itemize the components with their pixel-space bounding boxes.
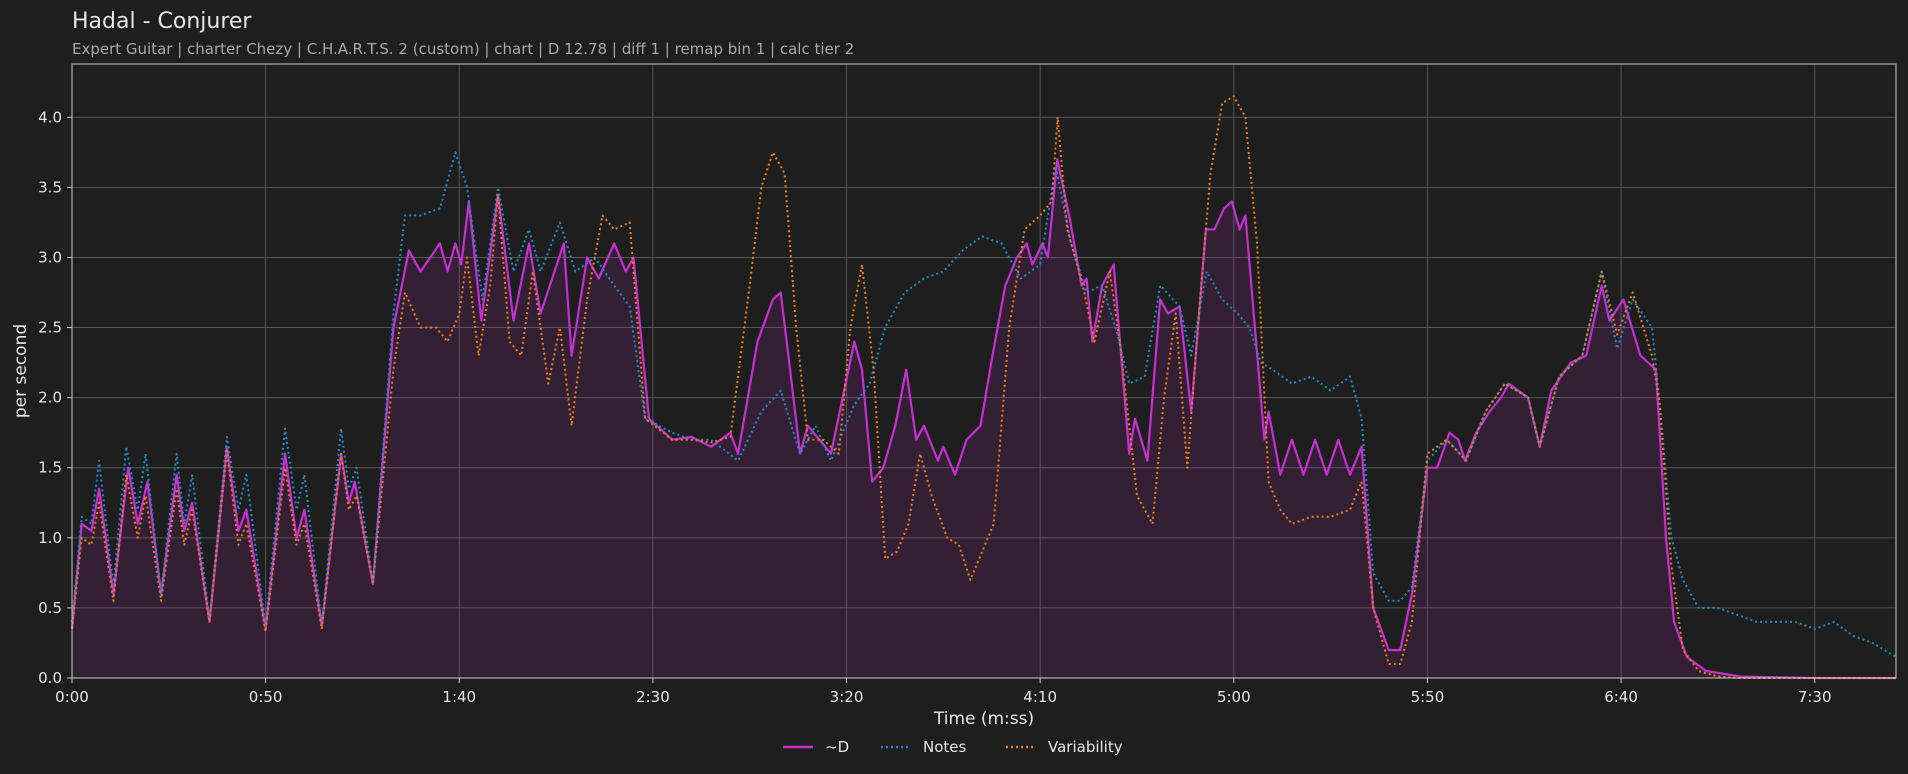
x-tick-label: 4:10 [1023, 688, 1057, 706]
y-axis-label: per second [11, 324, 31, 418]
y-tick-label: 2.5 [38, 319, 62, 337]
area [72, 159, 1896, 679]
chart-subtitle: Expert Guitar | charter Chezy | C.H.A.R.… [72, 40, 854, 58]
y-tick-label: 1.0 [38, 529, 62, 547]
legend: ~D Notes Variability [783, 738, 1123, 756]
x-tick-label: 1:40 [442, 688, 476, 706]
plot-frame [71, 63, 1897, 679]
x-tick-label: 6:40 [1604, 688, 1638, 706]
x-tick-label: 5:00 [1217, 688, 1251, 706]
x-tick-label: 5:50 [1411, 688, 1445, 706]
y-tick-label: 0.0 [38, 669, 62, 687]
legend-label: Variability [1048, 738, 1123, 756]
y-tick-label: 0.5 [38, 599, 62, 617]
y-tick-label: 2.0 [38, 389, 62, 407]
x-tick-label: 0:00 [55, 688, 89, 706]
y-tick-label: 3.0 [38, 248, 62, 266]
x-tick-label: 2:30 [636, 688, 670, 706]
x-tick-label: 7:30 [1798, 688, 1832, 706]
legend-label: Notes [923, 738, 967, 756]
chart-title: Hadal - Conjurer [72, 9, 252, 34]
y-tick-label: 4.0 [38, 108, 62, 126]
line [71, 151, 1897, 658]
y-tick-label: 3.5 [38, 178, 62, 196]
y-tick-label: 1.5 [38, 459, 62, 477]
line [71, 95, 1896, 679]
x-tick-label: 0:50 [249, 688, 283, 706]
line [70, 158, 1896, 680]
legend-label: ~D [825, 738, 849, 756]
x-tick-label: 3:20 [830, 688, 864, 706]
x-axis-label: Time (m:ss) [933, 709, 1034, 729]
